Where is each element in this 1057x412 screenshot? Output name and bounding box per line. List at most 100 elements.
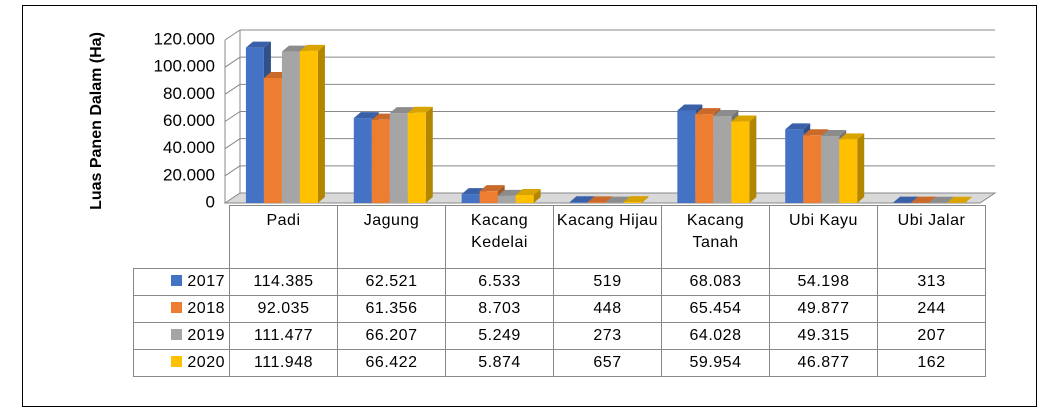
legend-label: 2017	[187, 273, 225, 290]
legend-cell: 2017	[133, 268, 230, 296]
value-label: 61.356	[337, 295, 446, 323]
value-label: 114.385	[229, 268, 338, 296]
bar	[785, 129, 804, 203]
bar-top	[389, 107, 415, 114]
value-label: 65.454	[661, 295, 770, 323]
bar	[839, 139, 858, 203]
series-row: 2019 111.477 66.207 5.249 273 64.028 49.315 207	[133, 322, 986, 350]
bar-top	[821, 130, 847, 137]
bar-top	[929, 196, 955, 203]
data-table: Padi Jagung Kacang Kedelai Kacang Hijau Kaca…	[133, 205, 986, 377]
category-label: Padi	[229, 205, 338, 269]
bar-top	[299, 44, 325, 51]
bar-side	[749, 115, 757, 203]
legend-cell: 2020	[133, 349, 230, 377]
value-label: 59.954	[661, 349, 770, 377]
bar	[407, 112, 426, 203]
bar	[803, 135, 822, 203]
bar-top	[785, 123, 811, 130]
bar	[479, 191, 498, 203]
bar-top	[713, 110, 739, 117]
bar-top	[587, 196, 613, 203]
category-label: Kacang Kedelai	[445, 205, 554, 269]
legend-label: 2018	[187, 300, 225, 317]
value-label: 448	[553, 295, 662, 323]
bar-top	[893, 196, 919, 203]
category-label: Ubi Kayu	[769, 205, 878, 269]
series-row: 2018 92.035 61.356 8.703 448 65.454 49.877 244	[133, 295, 986, 323]
value-label: 46.877	[769, 349, 878, 377]
bar-top	[497, 189, 523, 196]
bar	[623, 202, 642, 203]
grid-line-side	[224, 111, 241, 122]
value-label: 66.422	[337, 349, 446, 377]
y-tick-label: 0	[206, 192, 215, 211]
value-label: 111.948	[229, 349, 338, 377]
value-label: 64.028	[661, 322, 770, 350]
y-tick-label: 120.000	[154, 29, 215, 48]
bar-top	[911, 196, 937, 203]
value-label: 162	[877, 349, 986, 377]
bar-side	[317, 44, 325, 203]
category-label: Jagung	[337, 205, 446, 269]
value-label: 66.207	[337, 322, 446, 350]
bar-side	[965, 196, 973, 203]
bar	[731, 121, 750, 203]
bar	[497, 195, 516, 203]
y-tick-label: 60.000	[163, 111, 215, 130]
legend-swatch	[171, 275, 183, 286]
value-label: 68.083	[661, 268, 770, 296]
value-label: 5.249	[445, 322, 554, 350]
value-label: 244	[877, 295, 986, 323]
bar-side	[425, 106, 433, 203]
y-axis-label: Luas Panen Dalam (Ha)	[88, 32, 105, 210]
y-tick-label: 20.000	[163, 165, 215, 184]
bar	[515, 195, 534, 203]
value-label: 8.703	[445, 295, 554, 323]
bar-top	[281, 45, 307, 52]
grid-line-side	[224, 83, 241, 95]
bar-side	[533, 189, 541, 203]
blank-cell	[134, 206, 230, 269]
bar-side	[857, 133, 865, 203]
bar-top	[515, 189, 541, 196]
bar	[245, 47, 264, 203]
grid-line-side	[224, 138, 241, 150]
category-label: Kacang Hijau	[553, 205, 662, 269]
value-label: 5.874	[445, 349, 554, 377]
value-label: 62.521	[337, 268, 446, 296]
value-label: 49.315	[769, 322, 878, 350]
bar-top	[677, 104, 703, 111]
bar-top	[803, 129, 829, 136]
bar	[299, 50, 318, 203]
bar	[281, 51, 300, 204]
bar-top	[623, 196, 649, 203]
legend-swatch	[171, 329, 183, 340]
bar	[695, 114, 714, 203]
bar	[569, 202, 588, 203]
series-row: 2017 114.385 62.521 6.533 519 68.083 54.198 313	[133, 268, 986, 296]
value-label: 273	[553, 322, 662, 350]
bar	[713, 116, 732, 203]
value-label: 519	[553, 268, 662, 296]
bar	[263, 77, 282, 203]
bar-top	[695, 108, 721, 115]
bar	[587, 202, 606, 203]
legend-label: 2019	[187, 327, 225, 344]
legend-label: 2020	[187, 354, 225, 371]
category-label: Ubi Jalar	[877, 205, 986, 269]
grid-line-side	[224, 165, 241, 177]
value-label: 207	[877, 322, 986, 350]
legend-swatch	[171, 302, 183, 313]
legend-cell: 2019	[133, 322, 230, 350]
value-label: 657	[553, 349, 662, 377]
bar	[371, 119, 390, 203]
bar-top	[479, 185, 505, 192]
bar-top	[569, 196, 595, 203]
value-label: 313	[877, 268, 986, 296]
series-row: 2020 111.948 66.422 5.874 657 59.954 46.877 162	[133, 349, 986, 377]
header-row: Padi Jagung Kacang Kedelai Kacang Hijau Kaca…	[134, 205, 986, 269]
legend-swatch	[171, 356, 183, 367]
bar-top	[407, 106, 433, 113]
